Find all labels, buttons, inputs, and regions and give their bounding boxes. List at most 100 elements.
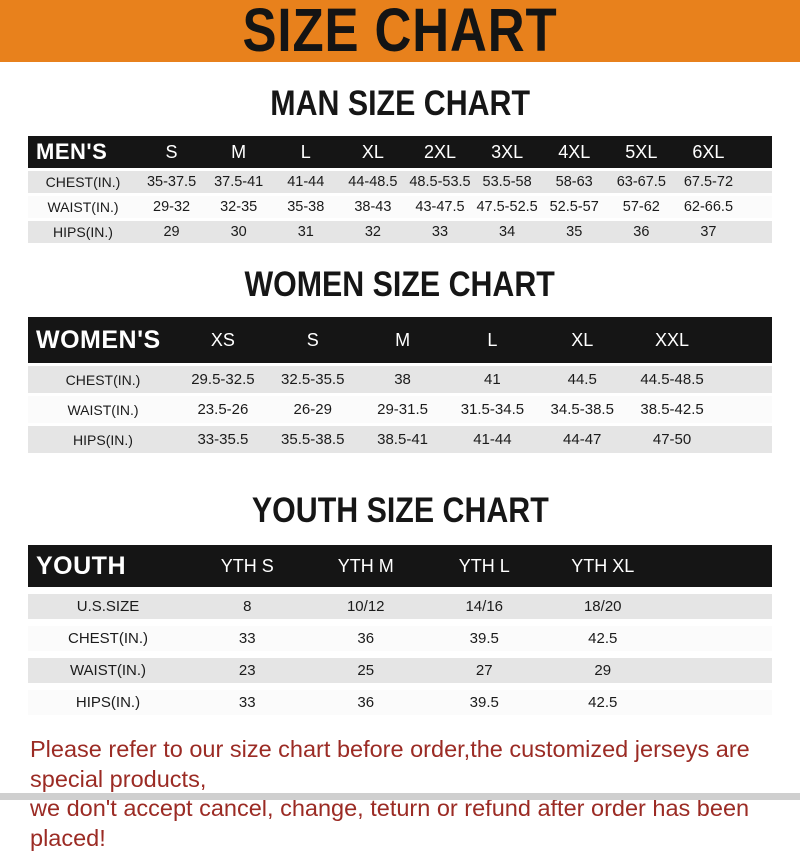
size-cell: 8 (243, 598, 252, 615)
size-cell: 36 (357, 694, 375, 711)
womens-table-header-row: WOMEN'S XS S M L XL XXL (28, 317, 772, 363)
size-cell: 29-32 (153, 199, 191, 215)
table-row-waist: WAIST(IN.) 23.5-26 26-29 29-31.5 31.5-34… (28, 396, 772, 423)
size-cell: 62-66.5 (683, 199, 734, 215)
size-cell: 37 (700, 224, 717, 240)
bottom-divider (0, 793, 800, 800)
size-column-header: XL (361, 141, 384, 162)
size-cell: 43-47.5 (415, 199, 465, 215)
row-label: WAIST(IN.) (67, 401, 139, 418)
size-cell: 32 (364, 224, 381, 240)
size-cell: 38-43 (354, 199, 392, 215)
size-cell: 23 (238, 662, 256, 679)
size-column-header: M (231, 141, 247, 162)
size-cell: 39.5 (469, 630, 499, 647)
women-section-heading: WOMEN SIZE CHART (0, 263, 800, 304)
size-cell: 41-44 (287, 174, 325, 190)
size-column-header: 6XL (692, 141, 725, 162)
size-cell: 29-31.5 (377, 401, 428, 418)
table-row-us-size: U.S.SIZE 8 10/12 14/16 18/20 (28, 594, 772, 619)
size-cell: 58-63 (555, 174, 593, 190)
size-cell: 31.5-34.5 (460, 401, 525, 418)
size-column-header: XXL (655, 329, 690, 350)
size-cell: 38 (394, 371, 411, 388)
table-row-hips: HIPS(IN.) 33 36 39.5 42.5 (28, 690, 772, 715)
size-cell: 44.5-48.5 (640, 371, 704, 388)
womens-table-header-label: WOMEN'S (36, 325, 161, 354)
size-cell: 48.5-53.5 (409, 174, 471, 190)
row-label: CHEST(IN.) (68, 630, 148, 647)
size-column-header: XL (571, 329, 594, 350)
size-column-header: M (395, 329, 411, 350)
size-cell: 33 (431, 224, 449, 240)
size-column-header: L (300, 141, 311, 162)
size-cell: 29.5-32.5 (191, 371, 255, 388)
size-cell: 44-48.5 (348, 174, 398, 190)
table-row-hips: HIPS(IN.) 29 30 31 32 33 34 35 36 37 (28, 221, 772, 243)
page-title: SIZE CHART (242, 0, 558, 65)
row-label: WAIST(IN.) (47, 199, 119, 215)
table-row-chest: CHEST(IN.) 35-37.5 37.5-41 41-44 44-48.5… (28, 171, 772, 193)
size-cell: 33 (238, 694, 256, 711)
youth-table-header-label: YOUTH (36, 551, 126, 580)
mens-size-table: MEN'S S M L XL 2XL 3XL 4XL 5XL 6XL CHEST… (28, 136, 772, 243)
size-cell: 39.5 (469, 694, 499, 711)
size-cell: 41 (484, 371, 501, 388)
size-cell: 35-37.5 (146, 174, 197, 190)
size-column-header: 5XL (625, 141, 658, 162)
title-banner: SIZE CHART (0, 0, 800, 62)
table-row-waist: WAIST(IN.) 29-32 32-35 35-38 38-43 43-47… (28, 196, 772, 218)
row-label: U.S.SIZE (76, 598, 140, 615)
size-cell: 34 (499, 224, 516, 240)
row-label: HIPS(IN.) (73, 431, 133, 448)
size-column-header: YTH XL (571, 555, 635, 576)
size-column-header: S (306, 329, 319, 350)
size-cell: 36 (633, 224, 650, 240)
size-cell: 42.5 (588, 630, 618, 647)
size-cell: 35-38 (287, 199, 325, 215)
row-label: CHEST(IN.) (45, 174, 121, 190)
size-cell: 34.5-38.5 (550, 401, 614, 418)
size-column-header: 4XL (558, 141, 591, 162)
size-cell: 63-67.5 (616, 174, 666, 190)
mens-table-header-label: MEN'S (36, 139, 108, 164)
size-cell: 35.5-38.5 (281, 431, 345, 448)
size-cell: 29 (163, 224, 180, 240)
size-column-header: L (487, 329, 498, 350)
row-label: CHEST(IN.) (65, 371, 141, 388)
youth-section-heading: YOUTH SIZE CHART (0, 491, 800, 528)
youth-size-table: YOUTH YTH S YTH M YTH L YTH XL U.S.SIZE … (28, 545, 772, 715)
row-label: HIPS(IN.) (53, 224, 113, 240)
womens-size-table: WOMEN'S XS S M L XL XXL CHEST(IN.) 29.5-… (28, 317, 772, 453)
size-column-header: S (165, 141, 178, 162)
size-cell: 36 (357, 630, 375, 647)
footer-note-line1: Please refer to our size chart before or… (30, 736, 750, 792)
mens-table-header-row: MEN'S S M L XL 2XL 3XL 4XL 5XL 6XL (28, 136, 772, 168)
table-row-chest: CHEST(IN.) 29.5-32.5 32.5-35.5 38 41 44.… (28, 366, 772, 393)
size-column-header: YTH L (458, 555, 510, 576)
size-cell: 57-62 (622, 199, 660, 215)
table-row-hips: HIPS(IN.) 33-35.5 35.5-38.5 38.5-41 41-4… (28, 426, 772, 453)
footer-note-line2: we don't accept cancel, change, teturn o… (30, 795, 750, 851)
women-section-heading-text: WOMEN SIZE CHART (244, 263, 556, 304)
size-cell: 26-29 (293, 401, 332, 418)
size-cell: 41-44 (473, 431, 512, 448)
size-cell: 29 (594, 662, 612, 679)
size-cell: 33 (238, 630, 256, 647)
size-cell: 10/12 (346, 598, 385, 615)
size-cell: 47-50 (652, 431, 692, 448)
table-row-chest: CHEST(IN.) 33 36 39.5 42.5 (28, 626, 772, 651)
row-label: WAIST(IN.) (69, 662, 147, 679)
size-cell: 32-35 (220, 199, 258, 215)
size-cell: 35 (566, 224, 583, 240)
man-section-heading-text: MAN SIZE CHART (270, 82, 530, 123)
size-cell: 23.5-26 (197, 401, 249, 418)
size-cell: 27 (475, 662, 493, 679)
size-cell: 33-35.5 (197, 431, 249, 448)
size-cell: 25 (357, 662, 375, 679)
size-cell: 44-47 (563, 431, 602, 448)
size-cell: 53.5-58 (482, 174, 532, 190)
size-cell: 31 (297, 224, 314, 240)
size-cell: 37.5-41 (214, 174, 264, 190)
size-cell: 44.5 (567, 371, 597, 388)
